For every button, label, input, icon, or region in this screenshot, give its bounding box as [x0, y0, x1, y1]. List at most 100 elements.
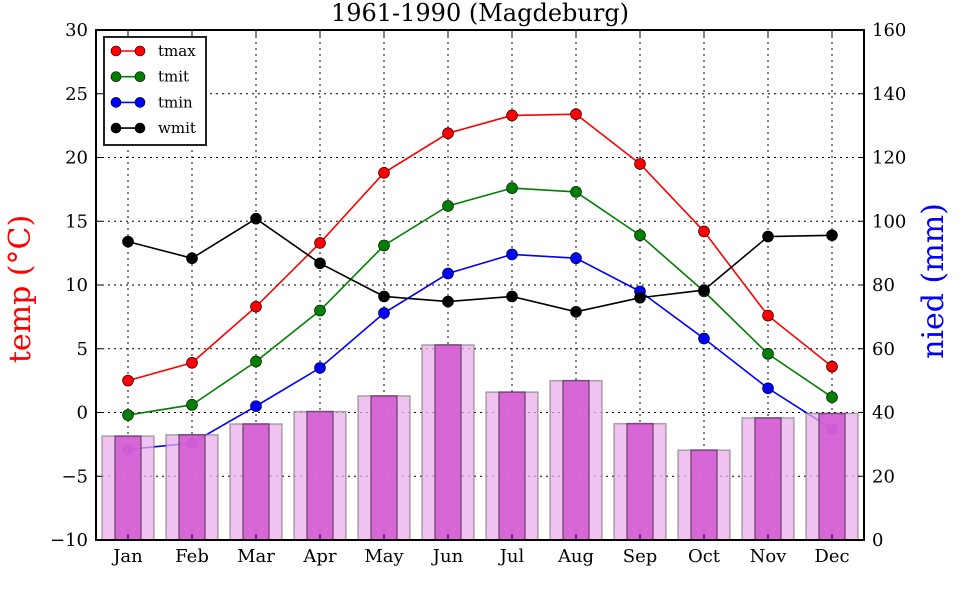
legend-label: tmin — [158, 93, 193, 111]
bar-narrow — [434, 344, 462, 541]
legend: tmax tmit tmin wmit — [103, 36, 207, 146]
data-point-tmit — [442, 200, 454, 212]
bar-narrow — [754, 417, 782, 541]
bar-group-apr — [293, 410, 347, 541]
data-point-wmit — [826, 229, 838, 242]
bar-group-aug — [549, 379, 603, 541]
x-tick-label: Aug — [557, 546, 594, 567]
legend-marker-icon — [134, 122, 146, 134]
bar-narrow — [370, 395, 398, 541]
data-point-tmin — [442, 267, 454, 280]
data-point-tmin — [378, 307, 390, 319]
x-tick-label: Jul — [498, 546, 525, 567]
right-y-tick-label: 40 — [872, 403, 895, 424]
axis-ticks — [96, 29, 864, 541]
bar-narrow — [498, 391, 526, 541]
legend-marker-icon — [110, 45, 122, 57]
series-line-tmin — [127, 253, 833, 451]
bar-group-jan — [101, 435, 155, 541]
data-point-tmit — [570, 186, 582, 198]
data-point-tmax — [442, 127, 454, 140]
bar-narrow — [690, 449, 718, 541]
series-tmit — [122, 182, 838, 421]
data-point-wmit — [378, 290, 390, 303]
data-point-tmax — [506, 109, 518, 122]
left-y-axis-label: temp (°C) — [3, 215, 38, 363]
data-point-wmit — [634, 291, 646, 304]
data-point-tmax — [314, 237, 326, 249]
data-point-wmit — [762, 230, 774, 243]
right-y-tick-labels: 0 20 40 60 80 100 120 140 160 — [872, 20, 906, 551]
data-point-wmit — [250, 212, 262, 225]
x-tick-label: Oct — [688, 546, 721, 567]
chart-title: 1961-1990 (Magdeburg) — [331, 0, 629, 27]
x-tick-labels: Jan Feb Mar Apr May Jun Jul Aug Sep Oct Nov Dec — [111, 546, 849, 567]
x-tick-label: Sep — [623, 546, 658, 567]
left-y-tick-label: 30 — [65, 20, 88, 41]
bar-group-jun — [421, 344, 475, 541]
data-point-tmit — [762, 348, 774, 360]
legend-marker-icon — [110, 122, 122, 134]
bar-group-sep — [613, 422, 667, 541]
left-y-tick-label: 10 — [65, 275, 88, 296]
data-point-wmit — [314, 257, 326, 270]
bar-narrow — [626, 422, 654, 541]
right-y-tick-label: 80 — [872, 275, 895, 296]
data-point-tmax — [698, 225, 710, 238]
data-point-wmit — [506, 290, 518, 303]
bar-narrow — [818, 412, 846, 541]
data-point-tmax — [634, 158, 646, 170]
bar-narrow — [178, 434, 206, 541]
data-point-tmin — [762, 382, 774, 395]
data-point-tmit — [250, 355, 262, 368]
data-point-tmit — [634, 229, 646, 242]
right-y-tick-label: 0 — [872, 530, 883, 551]
left-y-tick-labels: −10 −5 0 5 10 15 20 25 30 — [50, 20, 88, 551]
series-line-tmax — [127, 113, 833, 382]
left-y-tick-label: −5 — [61, 466, 88, 487]
series-tmax — [122, 108, 838, 387]
left-y-tick-label: 5 — [77, 339, 88, 360]
legend-entry-wmit: wmit — [110, 119, 196, 137]
data-point-tmit — [314, 304, 326, 317]
bar-narrow — [242, 423, 270, 541]
data-point-tmax — [122, 374, 134, 387]
right-y-tick-label: 140 — [872, 84, 906, 105]
right-y-tick-label: 100 — [872, 211, 906, 232]
x-tick-label: Mar — [237, 546, 275, 567]
data-point-tmax — [186, 356, 198, 369]
legend-entry-tmit: tmit — [110, 68, 189, 86]
bar-group-dec — [805, 412, 859, 541]
legend-label: wmit — [158, 119, 196, 137]
data-point-tmax — [570, 108, 582, 120]
legend-marker-icon — [134, 97, 146, 108]
x-tick-label: Feb — [175, 546, 209, 567]
bar-narrow — [114, 435, 142, 541]
left-y-tick-label: 20 — [65, 148, 88, 169]
bar-group-nov — [741, 417, 795, 541]
legend-marker-icon — [110, 97, 122, 108]
data-point-wmit — [442, 295, 454, 308]
right-y-axis-label: nied (mm) — [916, 203, 951, 359]
data-point-tmax — [762, 309, 774, 322]
left-y-tick-label: −10 — [50, 530, 88, 551]
data-point-tmit — [506, 182, 518, 194]
bar-group-feb — [165, 434, 219, 541]
legend-marker-icon — [134, 71, 146, 82]
data-point-wmit — [698, 284, 710, 296]
right-y-tick-label: 20 — [872, 466, 895, 487]
x-tick-label: Jan — [111, 546, 143, 567]
left-y-tick-label: 15 — [65, 211, 88, 232]
bar-group-may — [357, 395, 411, 541]
data-point-tmit — [378, 239, 390, 252]
x-tick-label: Jun — [431, 546, 464, 567]
data-point-tmin — [506, 248, 518, 261]
precipitation-bars — [101, 344, 859, 541]
legend-marker-icon — [110, 71, 122, 82]
data-point-wmit — [570, 305, 582, 318]
data-point-tmit — [186, 399, 198, 411]
x-tick-label: May — [364, 546, 404, 567]
data-point-tmin — [570, 252, 582, 265]
right-y-tick-label: 120 — [872, 148, 906, 169]
